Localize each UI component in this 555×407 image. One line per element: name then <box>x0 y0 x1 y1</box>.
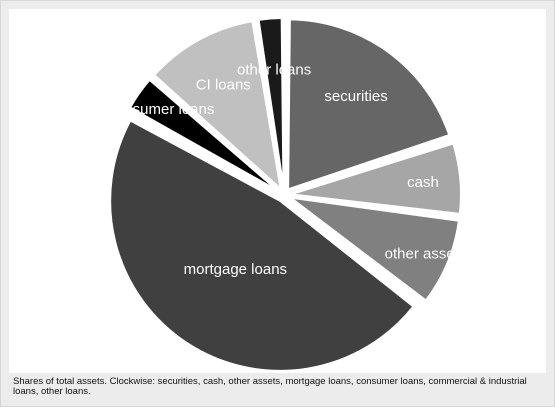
chart-caption: Shares of total assets. Clockwise: secur… <box>13 376 527 397</box>
pie-slices <box>109 17 462 372</box>
pie-chart: securities cash other assets mortgage loans… <box>108 17 466 372</box>
pie-label-other-loans: other loans <box>237 61 311 78</box>
pie-slice-mortgage-loans <box>109 119 415 372</box>
pie-slice-ci-loans <box>152 20 283 192</box>
pie-slice-cash <box>290 142 462 215</box>
pie-labels: securities cash other assets mortgage loans… <box>108 61 466 278</box>
pie-slice-other-loans <box>257 17 285 189</box>
pie-label-other-assets: other assets <box>385 246 467 263</box>
pie-label-consumer-loans: consumer loans <box>108 101 214 118</box>
pie-slice-securities <box>287 18 451 191</box>
pie-slice-other-assets <box>286 196 461 302</box>
pie-slice-consumer-loans <box>128 78 279 192</box>
pie-label-ci-loans: CI loans <box>196 77 251 94</box>
pie-label-securities: securities <box>324 88 387 105</box>
pie-label-mortgage-loans: mortgage loans <box>184 261 287 278</box>
pie-label-cash: cash <box>407 174 439 191</box>
plot-area: securities cash other assets mortgage loans… <box>9 9 546 373</box>
